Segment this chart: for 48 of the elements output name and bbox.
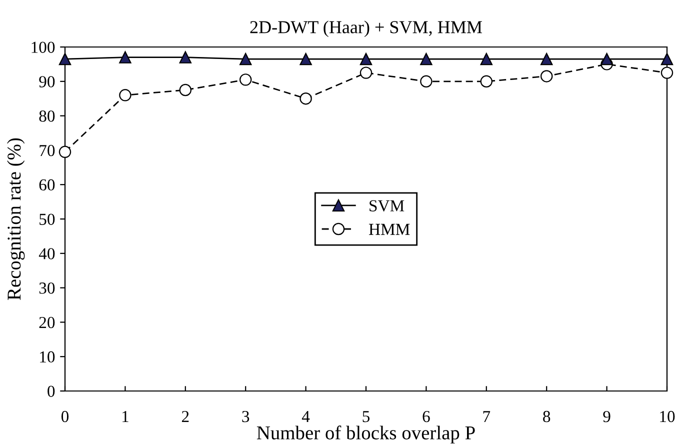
- x-tick-label: 5: [362, 411, 370, 422]
- y-tick-label: 10: [40, 351, 55, 363]
- legend-label: SVM: [370, 200, 404, 212]
- x-axis-title: Number of blocks overlap P: [256, 426, 475, 444]
- y-tick-label: 80: [39, 110, 55, 122]
- x-tick-label: 9: [603, 410, 610, 422]
- point: [58, 52, 72, 66]
- y-tick-label: 50: [40, 214, 55, 225]
- point: [540, 52, 553, 66]
- y-tick-label: 60: [39, 179, 55, 191]
- point: [300, 92, 312, 105]
- point: [119, 89, 132, 102]
- point: [480, 75, 493, 88]
- point: [660, 66, 674, 79]
- y-tick-label: 0: [48, 386, 55, 397]
- point: [360, 52, 372, 66]
- point: [360, 66, 372, 79]
- point: [58, 146, 72, 158]
- point: [239, 74, 252, 86]
- point: [480, 52, 493, 66]
- x-tick-label: 3: [242, 410, 250, 422]
- point: [119, 51, 132, 64]
- legend-label: HMM: [368, 224, 410, 235]
- x-tick-label: 10: [660, 410, 675, 422]
- y-tick-label: 90: [39, 76, 55, 88]
- y-tick-label: 30: [39, 282, 55, 294]
- point: [600, 52, 613, 66]
- y-tick-label: 20: [39, 316, 55, 328]
- point: [179, 84, 192, 96]
- x-tick-label: 1: [122, 411, 128, 422]
- point: [420, 75, 432, 88]
- y-axis-title: Recognition rate (%): [7, 138, 25, 300]
- x-tick-label: 0: [61, 410, 69, 422]
- point: [179, 51, 192, 64]
- point: [420, 52, 432, 66]
- point: [239, 52, 252, 66]
- x-tick-label: 7: [483, 411, 490, 422]
- x-tick-label: 6: [422, 410, 430, 422]
- chart-title: 2D-DWT (Haar) + SVM, HMM: [250, 20, 482, 37]
- x-tick-label: 4: [302, 411, 310, 422]
- y-tick-label: 100: [32, 42, 55, 53]
- x-tick-label: 2: [182, 410, 189, 422]
- point: [660, 52, 674, 66]
- y-tick-label: 40: [38, 248, 55, 260]
- y-tick-label: 70: [40, 144, 55, 156]
- x-tick-label: 8: [543, 410, 550, 422]
- point: [300, 52, 312, 66]
- point: [540, 70, 553, 82]
